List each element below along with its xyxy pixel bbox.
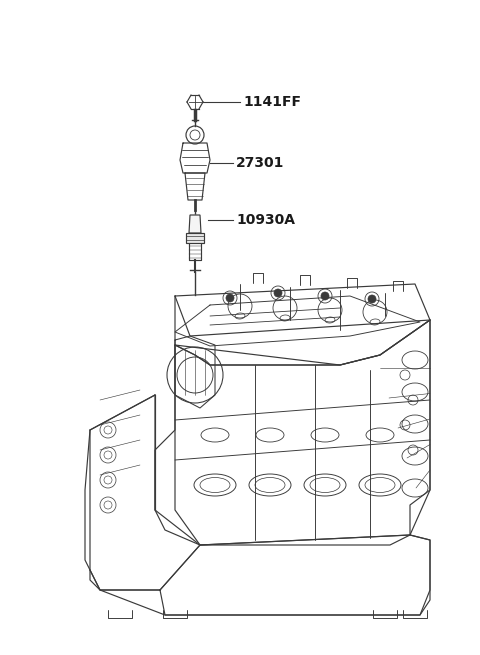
Text: 10930A: 10930A (236, 213, 295, 227)
Text: 27301: 27301 (236, 156, 284, 170)
Circle shape (226, 294, 234, 302)
Circle shape (321, 292, 329, 300)
Circle shape (368, 295, 376, 303)
Polygon shape (189, 215, 201, 233)
Text: 1141FF: 1141FF (243, 95, 301, 109)
Circle shape (274, 289, 282, 297)
Polygon shape (186, 233, 204, 243)
